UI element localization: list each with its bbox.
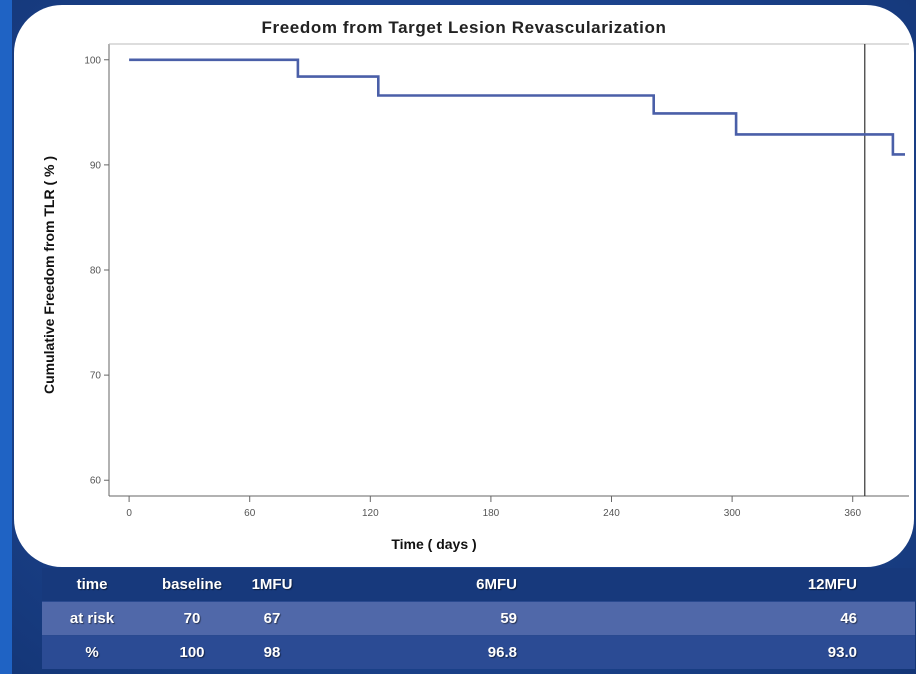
x-axis-label: Time ( days ) [391, 536, 476, 552]
chart-title: Freedom from Target Lesion Revasculariza… [262, 18, 667, 37]
left-accent-strip [0, 0, 12, 674]
survival-chart: Freedom from Target Lesion Revasculariza… [41, 18, 909, 552]
risk-table-header: time baseline 1MFU 6MFU 12MFU [42, 568, 915, 602]
x-tick-label: 120 [362, 508, 379, 519]
x-tick-label: 300 [724, 508, 741, 519]
x-tick-label: 60 [244, 508, 256, 519]
x-tick-label: 0 [126, 508, 132, 519]
row-label-at-risk: at risk [42, 601, 142, 636]
risk-row-at-risk: at risk 70 67 59 46 [42, 601, 915, 636]
cell-at-risk-12mfu: 46 [697, 601, 915, 636]
header-cell-6mfu: 6MFU [302, 568, 697, 602]
y-tick-label: 60 [90, 476, 102, 487]
x-tick-label: 360 [844, 508, 861, 519]
cell-at-risk-1mfu: 67 [242, 601, 302, 636]
header-cell-12mfu: 12MFU [697, 568, 915, 602]
cell-at-risk-baseline: 70 [142, 601, 242, 636]
cell-at-risk-6mfu: 59 [302, 601, 697, 636]
y-tick-label: 90 [90, 160, 102, 171]
survival-step-line [129, 58, 905, 156]
risk-table: time baseline 1MFU 6MFU 12MFU at risk 70… [42, 568, 915, 669]
x-tick-label: 180 [483, 508, 500, 519]
cell-percent-6mfu: 96.8 [302, 635, 697, 669]
chart-panel: Freedom from Target Lesion Revasculariza… [14, 5, 914, 567]
cell-percent-baseline: 100 [142, 635, 242, 669]
cell-percent-12mfu: 93.0 [697, 635, 915, 669]
x-tick-label: 240 [603, 508, 620, 519]
y-tick-label: 80 [90, 266, 102, 277]
header-cell-baseline: baseline [142, 568, 242, 602]
row-label-percent: % [42, 635, 142, 669]
y-tick-label: 70 [90, 371, 102, 382]
header-cell-1mfu: 1MFU [242, 568, 302, 602]
header-cell-time: time [42, 568, 142, 602]
cell-percent-1mfu: 98 [242, 635, 302, 669]
y-tick-label: 100 [84, 55, 101, 66]
y-axis-label: Cumulative Freedom from TLR ( % ) [41, 156, 57, 394]
risk-row-percent: % 100 98 96.8 93.0 [42, 635, 915, 669]
